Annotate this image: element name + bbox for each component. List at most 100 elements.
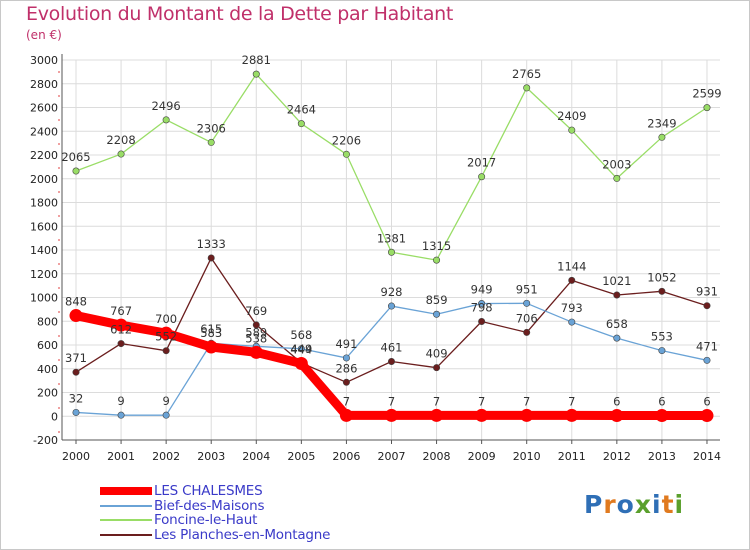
legend-label: Bief-des-Maisons <box>154 497 265 514</box>
y-tick-label: 1000 <box>30 292 58 305</box>
data-point <box>387 302 395 310</box>
data-point <box>342 378 350 386</box>
data-label: 706 <box>516 311 538 325</box>
data-point <box>703 104 711 112</box>
data-point <box>433 256 441 264</box>
y-tick-label: 2600 <box>30 102 58 115</box>
data-point <box>339 408 353 422</box>
data-label: 471 <box>696 339 718 353</box>
legend-swatch <box>100 504 152 507</box>
data-label: 461 <box>381 341 403 355</box>
data-point <box>613 291 621 299</box>
data-label: 615 <box>200 322 222 336</box>
y-tick-label: 2800 <box>30 78 58 91</box>
y-tick-label: 2200 <box>30 149 58 162</box>
data-label: 1381 <box>377 231 406 245</box>
data-label: 409 <box>426 347 448 361</box>
data-label: 6 <box>613 395 620 409</box>
data-point <box>297 120 305 128</box>
legend-label: Foncine-le-Haut <box>154 512 258 528</box>
y-tick-label: 600 <box>37 339 58 352</box>
data-point <box>162 411 170 419</box>
data-point <box>433 310 441 318</box>
y-tick-label: -200 <box>33 434 58 447</box>
data-point <box>433 364 441 372</box>
x-tick-label: 2013 <box>648 450 676 463</box>
x-tick-label: 2010 <box>513 450 541 463</box>
data-labels: 848 767 700 583 538 444 7 7 7 7 7 7 6 6 6 32 9 9 615 589 568… <box>61 53 721 408</box>
data-label: 6 <box>658 395 665 409</box>
data-point <box>162 116 170 124</box>
logo-letter: x <box>634 490 652 519</box>
y-tick-label: 1600 <box>30 220 58 233</box>
data-point <box>252 70 260 78</box>
proxiti-logo: Proxiti <box>584 490 684 519</box>
series-lines <box>69 70 714 423</box>
data-label: 700 <box>155 312 177 326</box>
data-label: 2464 <box>287 103 316 117</box>
data-label: 6 <box>703 395 710 409</box>
data-point <box>613 174 621 182</box>
data-point <box>523 84 531 92</box>
y-tick-label: 800 <box>37 315 58 328</box>
logo-letter: t <box>661 490 675 519</box>
data-point <box>387 248 395 256</box>
data-label: 2306 <box>197 121 226 135</box>
data-point <box>700 409 714 423</box>
legend-swatch <box>100 533 152 536</box>
data-label: 568 <box>290 328 312 342</box>
data-point <box>703 356 711 364</box>
data-point <box>523 299 531 307</box>
y-tick-label: 0 <box>51 410 58 423</box>
y-tick-label: 200 <box>37 387 58 400</box>
data-point <box>72 167 80 175</box>
data-point <box>204 340 218 354</box>
data-label: 7 <box>478 394 485 408</box>
data-point <box>117 411 125 419</box>
x-tick-label: 2001 <box>107 450 135 463</box>
legend-label: LES CHALESMES <box>154 483 263 499</box>
y-tick-label: 1200 <box>30 268 58 281</box>
x-tick-label: 2008 <box>423 450 451 463</box>
data-label: 1144 <box>557 259 586 273</box>
data-point <box>114 318 128 332</box>
data-label: 2003 <box>602 157 631 171</box>
logo-letter: i <box>652 490 662 519</box>
data-point <box>568 276 576 284</box>
data-point <box>478 317 486 325</box>
data-label: 7 <box>343 394 350 408</box>
legend-swatch <box>100 519 152 522</box>
data-point <box>69 309 83 323</box>
data-label: 7 <box>433 394 440 408</box>
y-tick-label: 3000 <box>30 54 58 67</box>
data-label: 798 <box>471 300 493 314</box>
data-label: 583 <box>200 326 222 340</box>
data-label: 2017 <box>467 156 496 170</box>
axes: -200 0 200 400 600 800 1000 1200 1400 1600 1800 200… <box>30 54 721 463</box>
x-tick-label: 2012 <box>603 450 631 463</box>
x-tick-label: 2003 <box>197 450 225 463</box>
data-point <box>655 409 669 423</box>
data-point <box>249 345 263 359</box>
data-label: 2765 <box>512 67 541 81</box>
data-point <box>658 347 666 355</box>
x-tick-label: 2014 <box>693 450 721 463</box>
y-tick-label: 2400 <box>30 125 58 138</box>
x-tick-label: 2004 <box>242 450 270 463</box>
data-point <box>520 408 534 422</box>
data-point <box>387 358 395 366</box>
data-label: 767 <box>110 304 132 318</box>
data-label: 928 <box>381 285 403 299</box>
y-tick-label: 400 <box>37 363 58 376</box>
data-point <box>162 347 170 355</box>
data-point <box>207 254 215 262</box>
chart-title: Evolution du Montant de la Dette par Hab… <box>26 3 454 25</box>
data-label: 2065 <box>61 150 90 164</box>
y-tick-label: 1400 <box>30 244 58 257</box>
data-label: 2206 <box>332 133 361 147</box>
data-label: 612 <box>110 323 132 337</box>
data-label: 2409 <box>557 109 586 123</box>
data-point <box>430 408 444 422</box>
data-label: 9 <box>117 394 124 408</box>
logo-letter: o <box>616 490 635 519</box>
